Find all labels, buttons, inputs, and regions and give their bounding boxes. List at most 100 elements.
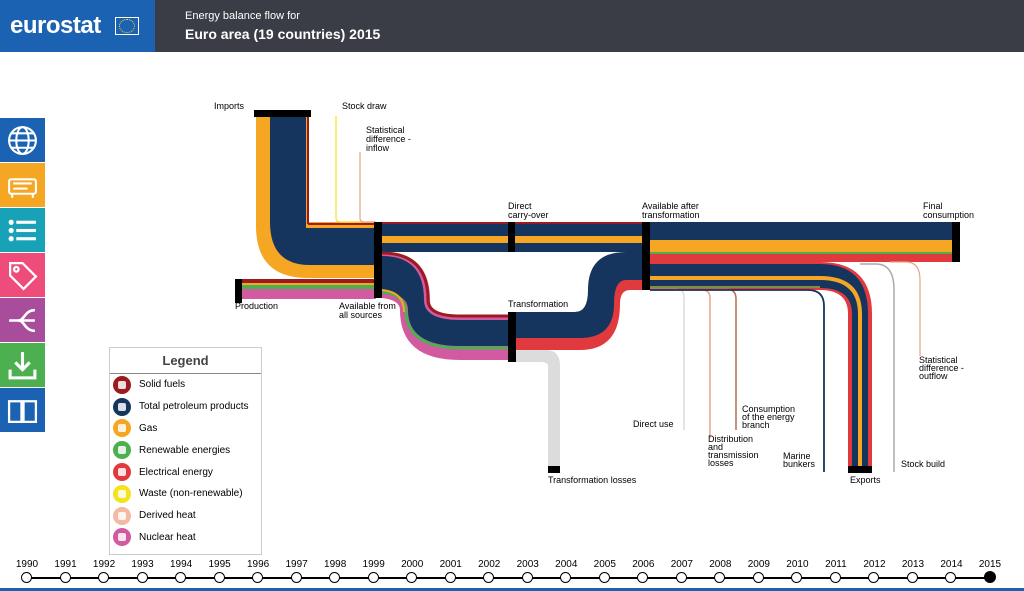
label-imports: Imports xyxy=(214,101,245,111)
available-all-sources-node[interactable] xyxy=(374,222,382,298)
year-dot[interactable] xyxy=(791,572,803,583)
year-label[interactable]: 1994 xyxy=(169,559,193,570)
year-dot[interactable] xyxy=(252,572,264,583)
stock-build-flow[interactable] xyxy=(860,263,895,472)
transformation-node[interactable] xyxy=(508,312,516,362)
year-label[interactable]: 2015 xyxy=(978,559,1002,570)
year-label[interactable]: 2001 xyxy=(439,559,462,570)
sidebar-globe-button[interactable] xyxy=(0,118,45,162)
sidebar-list-button[interactable] xyxy=(0,208,45,252)
year-dot[interactable] xyxy=(483,572,495,583)
year-label[interactable]: 1998 xyxy=(324,559,347,570)
imports-node[interactable] xyxy=(254,110,311,117)
year-label[interactable]: 1996 xyxy=(246,559,270,570)
year-label[interactable]: 2006 xyxy=(632,559,655,570)
year-dot[interactable] xyxy=(521,572,533,583)
production-flow-solid[interactable] xyxy=(240,279,376,283)
eurostat-logo[interactable]: eurostat xyxy=(0,0,155,52)
direct-carry-over-node[interactable] xyxy=(508,222,515,252)
sidebar-price-button[interactable] xyxy=(0,253,45,297)
sidebar-download-button[interactable] xyxy=(0,343,45,387)
label-available-after-transformation: Available after transformation xyxy=(642,201,701,220)
year-label[interactable]: 1993 xyxy=(131,559,154,570)
available-after-transformation-node[interactable] xyxy=(642,222,650,290)
page-subtitle: Energy balance flow for xyxy=(185,10,300,22)
year-label[interactable]: 2011 xyxy=(825,559,847,570)
year-label[interactable]: 1995 xyxy=(208,559,231,570)
to-transformation-petroleum[interactable] xyxy=(382,256,512,346)
year-label[interactable]: 2010 xyxy=(786,559,809,570)
year-dot[interactable] xyxy=(444,572,456,583)
legend-item[interactable]: Solid fuels xyxy=(110,374,261,396)
year-label[interactable]: 2004 xyxy=(555,559,578,570)
legend-item[interactable]: Total petroleum products xyxy=(110,396,261,418)
year-label[interactable]: 2007 xyxy=(670,559,693,570)
legend-item[interactable]: Waste (non-renewable) xyxy=(110,483,261,505)
year-dot[interactable] xyxy=(752,572,764,583)
consumption-branch-flow[interactable] xyxy=(650,288,737,430)
exports-node[interactable] xyxy=(848,466,872,473)
year-label[interactable]: 2014 xyxy=(940,559,963,570)
final-consumption-node[interactable] xyxy=(952,222,960,262)
year-label[interactable]: 2013 xyxy=(901,559,925,570)
year-dot[interactable] xyxy=(21,572,32,583)
transformation-output-petroleum[interactable] xyxy=(516,252,644,338)
year-label[interactable]: 2003 xyxy=(516,559,539,570)
year-label[interactable]: 1990 xyxy=(15,559,39,570)
year-dot[interactable] xyxy=(175,572,187,583)
year-dot[interactable] xyxy=(59,572,71,583)
final-consumption-renew[interactable] xyxy=(650,252,954,254)
year-dot[interactable] xyxy=(367,572,379,583)
list-icon xyxy=(8,219,36,242)
year-dot[interactable] xyxy=(829,572,841,583)
sidebar-flow-button[interactable] xyxy=(0,298,45,342)
year-dot[interactable] xyxy=(98,572,110,583)
year-label[interactable]: 2008 xyxy=(709,559,732,570)
direct-use-flow[interactable] xyxy=(650,288,685,430)
exports-petroleum[interactable] xyxy=(650,264,868,468)
year-dot[interactable] xyxy=(906,572,918,583)
stat-diff-outflow-flow[interactable] xyxy=(890,261,921,356)
production-flow-renew[interactable] xyxy=(240,283,376,289)
year-dot[interactable] xyxy=(598,572,610,583)
production-flow-gas[interactable] xyxy=(240,283,376,285)
year-dot[interactable] xyxy=(329,572,341,583)
year-dot[interactable] xyxy=(637,572,649,583)
year-dot[interactable] xyxy=(290,572,302,583)
transformation-losses-node[interactable] xyxy=(548,466,560,473)
year-dot[interactable] xyxy=(136,572,148,583)
year-label[interactable]: 2012 xyxy=(863,559,886,570)
year-dot[interactable] xyxy=(560,572,572,583)
legend-item[interactable]: Electrical energy xyxy=(110,461,261,483)
transformation-losses-flow[interactable] xyxy=(516,350,560,468)
legend-item[interactable]: Renewable energies xyxy=(110,439,261,461)
marine-bunkers-flow[interactable] xyxy=(650,289,825,472)
year-label[interactable]: 1997 xyxy=(285,559,308,570)
production-node[interactable] xyxy=(235,279,242,303)
year-label[interactable]: 1999 xyxy=(362,559,385,570)
year-dot[interactable] xyxy=(406,572,418,583)
year-dot[interactable] xyxy=(868,572,880,583)
year-dot[interactable] xyxy=(213,572,225,583)
year-label[interactable]: 2000 xyxy=(401,559,424,570)
final-consumption-gas[interactable] xyxy=(650,240,954,252)
stock-draw-flow[interactable] xyxy=(335,116,376,223)
year-label[interactable]: 2005 xyxy=(593,559,616,570)
year-dot[interactable] xyxy=(945,572,957,583)
year-dot[interactable] xyxy=(714,572,726,583)
year-label[interactable]: 2002 xyxy=(478,559,501,570)
sidebar-book-button[interactable] xyxy=(0,388,45,432)
imports-curve-petroleum[interactable] xyxy=(270,116,376,265)
sidebar-fuel-button[interactable] xyxy=(0,163,45,207)
stat-diff-inflow-flow[interactable] xyxy=(359,152,376,223)
year-label[interactable]: 2009 xyxy=(747,559,770,570)
year-label[interactable]: 1992 xyxy=(92,559,116,570)
legend-item[interactable]: Derived heat xyxy=(110,505,261,527)
final-consumption-elec[interactable] xyxy=(650,254,954,262)
legend-item[interactable]: Gas xyxy=(110,418,261,440)
distribution-losses-flow[interactable] xyxy=(650,289,711,438)
year-dot-selected[interactable] xyxy=(983,571,996,583)
legend-item[interactable]: Nuclear heat xyxy=(110,527,261,549)
year-dot[interactable] xyxy=(675,572,687,583)
year-label[interactable]: 1991 xyxy=(54,559,77,570)
